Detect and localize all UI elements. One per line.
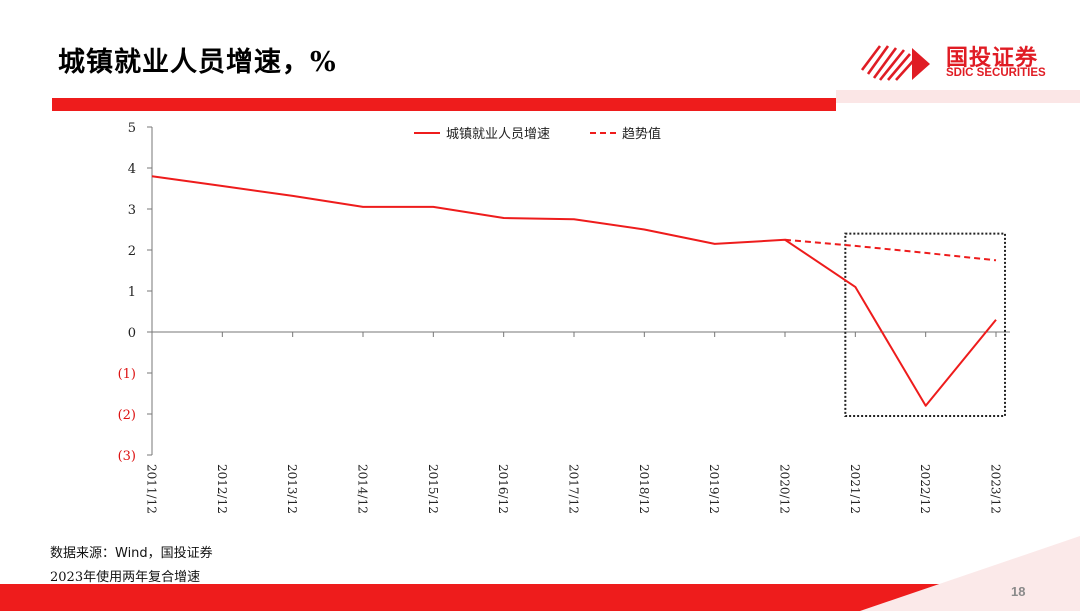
company-logo: 国投证券 SDIC SECURITIES [860, 40, 1065, 82]
logo-mark-icon [860, 45, 930, 81]
legend-label: 城镇就业人员增速 [446, 127, 550, 142]
data-source: 数据来源：Wind，国投证券 [50, 546, 213, 561]
y-tick-label: (3) [118, 449, 136, 464]
logo-name-cn: 国投证券 [946, 46, 1039, 71]
x-tick-label: 2017/12 [567, 464, 581, 514]
y-tick-label: (2) [118, 408, 136, 423]
footnote: 2023年使用两年复合增速 [50, 570, 201, 585]
x-tick-label: 2023/12 [989, 464, 1003, 514]
page-title: 城镇就业人员增速，% [58, 47, 337, 78]
x-tick-label: 2012/12 [215, 464, 229, 514]
y-tick-label: 2 [128, 244, 136, 259]
legend-label: 趋势值 [622, 126, 661, 142]
x-tick-label: 2011/12 [145, 464, 159, 514]
x-tick-label: 2013/12 [285, 464, 299, 514]
header-accent-light [836, 90, 1080, 103]
y-tick-label: (1) [118, 367, 136, 382]
footer-red-band [0, 584, 1080, 611]
highlight-box [844, 232, 1006, 418]
x-tick-label: 2021/12 [848, 464, 862, 514]
series-line-employment-growth [151, 175, 997, 407]
x-tick-label: 2020/12 [778, 464, 792, 514]
y-tick-label: 4 [128, 162, 136, 177]
y-tick-label: 5 [128, 121, 136, 136]
page-number: 18 [1011, 584, 1026, 599]
y-tick-label: 1 [128, 285, 136, 300]
x-tick-label: 2015/12 [426, 464, 440, 514]
x-tick-label: 2019/12 [707, 464, 721, 514]
y-tick-label: 0 [128, 326, 136, 341]
y-tick-label: 3 [128, 203, 136, 218]
footer-corner-accent [860, 536, 1080, 611]
x-tick-label: 2014/12 [356, 464, 370, 514]
logo-name-en: SDIC SECURITIES [946, 67, 1046, 79]
series-line-trend [784, 238, 997, 262]
x-tick-label: 2016/12 [496, 464, 510, 514]
header-accent-bar [52, 98, 836, 111]
x-tick-label: 2018/12 [637, 464, 651, 514]
x-tick-label: 2022/12 [918, 464, 932, 514]
